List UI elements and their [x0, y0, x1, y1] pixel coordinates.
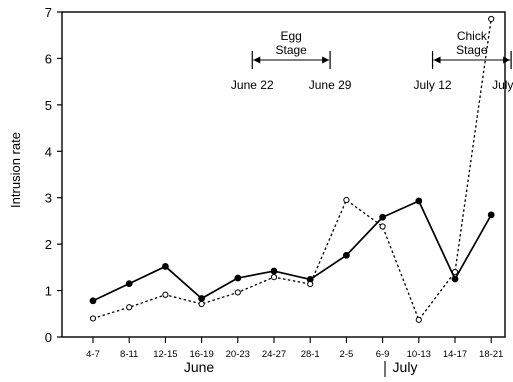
filled-circle-point [198, 295, 206, 302]
filled-circle-point [234, 274, 242, 282]
y-axis-label: Intrusion rate [8, 132, 23, 208]
filled-circle-point [343, 251, 350, 259]
stage-end-date: June 29 [309, 78, 352, 92]
y-tick-label: 7 [45, 5, 52, 20]
filled-circle-point [125, 280, 133, 288]
filled-circle-point [451, 275, 459, 283]
x-tick-label: 8-11 [120, 349, 138, 360]
x-tick-label: 16-19 [189, 349, 213, 360]
x-tick-label: 18-21 [479, 349, 503, 360]
stage-arrowhead-right [503, 56, 511, 64]
open-circle-point [89, 315, 97, 322]
stage-label: Chick [457, 29, 488, 43]
x-tick-label: 28-1 [301, 349, 320, 360]
month-label: June [184, 359, 215, 375]
open-circle-point [162, 291, 169, 298]
x-tick-label: 6-9 [376, 349, 390, 360]
stage-label: Stage [456, 43, 488, 57]
y-tick-label: 6 [45, 51, 52, 66]
x-tick-label: 4-7 [86, 349, 100, 360]
x-tick-label: 14-17 [443, 349, 467, 360]
x-axis-ticks: 4-7 8-11 12-15 16-19 20-23 24-27 28-1 2-5 6-9 10-… [86, 337, 503, 377]
x-tick-label: 2-5 [340, 349, 354, 360]
stage-start-date: July 12 [414, 78, 452, 92]
open-circle-point [126, 304, 133, 311]
x-tick-label: 20-23 [226, 349, 250, 360]
filled-circle-point [270, 267, 278, 275]
y-tick-label: 3 [45, 191, 52, 206]
filled-circle-point [162, 263, 169, 270]
y-tick-label: 4 [45, 144, 52, 159]
open-circle-point [234, 289, 241, 296]
stage-start-date: June 22 [231, 78, 274, 92]
y-tick-label: 1 [45, 284, 52, 299]
open-circle-point [451, 268, 459, 276]
stage-end-date: July 21 [492, 78, 513, 92]
open-circle-point [198, 300, 205, 308]
stage-label: Stage [276, 43, 308, 57]
series-layer [89, 15, 495, 323]
filled-circle-point [89, 297, 97, 305]
series-solid-line [92, 200, 492, 302]
month-label: July [393, 359, 418, 375]
open-circle-point [343, 196, 350, 204]
open-circle-point [270, 274, 278, 281]
plot-frame [61, 11, 506, 338]
y-tick-label: 2 [45, 237, 52, 252]
x-tick-label: 12-15 [153, 349, 177, 360]
filled-circle-point [487, 211, 495, 219]
x-tick-label: 10-13 [407, 349, 431, 360]
y-tick-label: 5 [45, 98, 52, 113]
filled-circle-point [415, 197, 423, 205]
stage-arrowhead-left [253, 56, 261, 64]
open-circle-point [415, 316, 422, 323]
open-circle-point [307, 280, 314, 288]
open-circle-point [488, 15, 495, 23]
y-tick-label: 0 [45, 330, 52, 345]
stage-arrowhead-right [322, 56, 330, 64]
stage-label: Egg [281, 29, 302, 43]
stage-arrowhead-left [433, 56, 441, 64]
y-axis-ticks: 0 1 2 3 4 5 6 7 [45, 5, 62, 345]
filled-circle-point [379, 213, 387, 221]
open-circle-point [379, 223, 386, 230]
x-tick-label: 24-27 [262, 349, 286, 360]
